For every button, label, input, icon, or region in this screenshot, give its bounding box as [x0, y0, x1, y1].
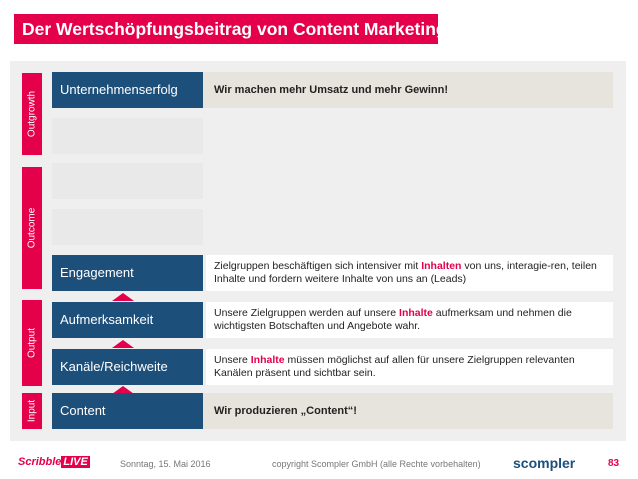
row-engagement: Engagement Zielgruppen beschäftigen sich…	[52, 255, 613, 291]
row-content: Content Wir produzieren „Content“!	[52, 393, 613, 429]
row-unternehmenserfolg: Unternehmenserfolg Wir machen mehr Umsat…	[52, 72, 613, 108]
placeholder-box-2	[52, 163, 203, 199]
section-output-label: Output	[26, 327, 38, 359]
desc-engagement-text-b: von uns, interagie-ren, teilen Inhalte u…	[214, 260, 597, 285]
footer-date: Sonntag, 15. Mai 2016	[120, 459, 211, 469]
desc-kanaele-text-b: müssen möglichst auf allen für unsere Zi…	[214, 354, 575, 379]
page-number: 83	[608, 458, 620, 469]
arrow-up-icon	[112, 386, 134, 394]
section-input: Input	[22, 393, 42, 429]
arrow-up-icon	[112, 340, 134, 348]
desc-engagement-highlight: Inhalten	[421, 260, 462, 272]
row-aufmerksamkeit: Aufmerksamkeit Unsere Zielgruppen werden…	[52, 302, 613, 338]
arrow-up-icon	[112, 293, 134, 301]
section-outcome-label: Outcome	[26, 207, 38, 249]
desc-content: Wir produzieren „Content“!	[214, 404, 357, 417]
label-aufmerksamkeit: Aufmerksamkeit	[52, 302, 203, 338]
desc-engagement-text-a: Zielgruppen beschäftigen sich intensiver…	[214, 260, 422, 272]
desc-aufmerksamkeit-highlight: Inhalte	[399, 307, 433, 319]
logo-left-text: Scribble	[18, 456, 62, 468]
logo-left-live: LIVE	[61, 456, 90, 468]
scompler-logo: scompler	[513, 455, 576, 471]
footer-copyright: copyright Scompler GmbH (alle Rechte vor…	[272, 459, 481, 469]
label-kanaele: Kanäle/Reichweite	[52, 349, 203, 385]
desc-kanaele-text-a: Unsere	[214, 354, 251, 366]
scribblelive-logo: Scribble LIVE	[18, 456, 90, 468]
section-output: Output	[22, 300, 42, 386]
page-title: Der Wertschöpfungsbeitrag von Content Ma…	[14, 14, 447, 44]
section-outcome: Outcome	[22, 167, 42, 289]
section-outgrowth-label: Outgrowth	[26, 90, 38, 138]
label-content: Content	[52, 393, 203, 429]
desc-aufmerksamkeit: Unsere Zielgruppen werden auf unsere Inh…	[206, 302, 613, 338]
desc-aufmerksamkeit-text-b: aufmerksam und nehmen die wichtigsten Bo…	[214, 307, 572, 332]
desc-kanaele: Unsere Inhalte müssen möglichst auf alle…	[206, 349, 613, 385]
label-unternehmenserfolg: Unternehmenserfolg	[52, 72, 203, 108]
label-engagement: Engagement	[52, 255, 203, 291]
row-kanaele: Kanäle/Reichweite Unsere Inhalte müssen …	[52, 349, 613, 385]
section-input-label: Input	[26, 399, 38, 423]
desc-unternehmenserfolg: Wir machen mehr Umsatz und mehr Gewinn!	[214, 83, 448, 96]
desc-engagement: Zielgruppen beschäftigen sich intensiver…	[206, 255, 613, 291]
desc-kanaele-highlight: Inhalte	[250, 354, 285, 366]
section-outgrowth: Outgrowth	[22, 73, 42, 155]
placeholder-box-3	[52, 209, 203, 245]
placeholder-box-1	[52, 118, 203, 154]
desc-aufmerksamkeit-text-a: Unsere Zielgruppen werden auf unsere	[214, 307, 400, 319]
